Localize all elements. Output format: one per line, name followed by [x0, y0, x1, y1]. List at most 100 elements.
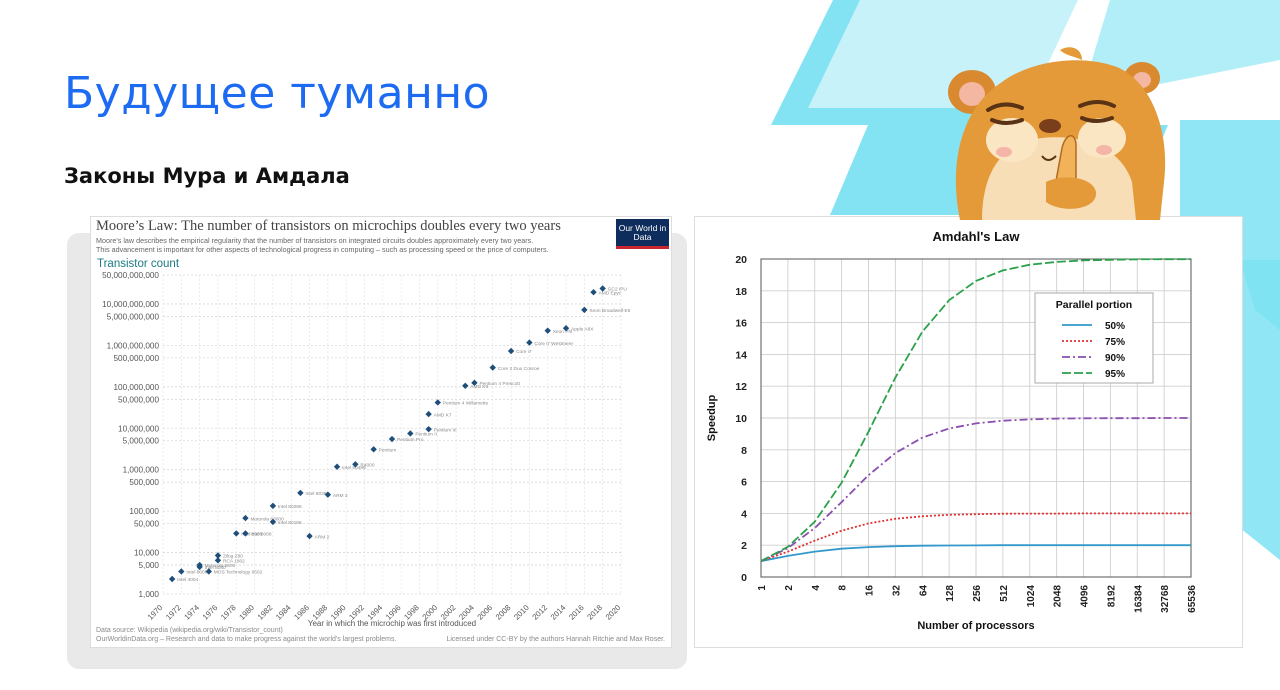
moore-x-tick-label: 1982 — [256, 603, 275, 622]
moore-x-tick-label: 2016 — [567, 603, 586, 622]
moore-point-label: Intel 80386 — [305, 491, 329, 497]
moore-point-label: AMD Epyc — [599, 290, 622, 296]
amdahl-law-chart: Amdahl's Law 0 2 4 6 8 10 12 14 16 18 20 1 2 4 8 16 32 64 1… — [694, 216, 1243, 648]
moore-point-label: Intel 8080 — [205, 565, 226, 571]
moore-x-tick-label: 1972 — [164, 603, 183, 622]
moore-y-tick-label: 100,000 — [129, 507, 159, 516]
moore-data-point — [214, 552, 222, 559]
moore-point-label: Xeon Phi — [553, 329, 572, 335]
moore-description-line-2: This advancement is important for other … — [96, 244, 549, 254]
moore-law-chart: Moore’s Law: The number of transistors o… — [90, 216, 672, 648]
amdahl-x-tick-label: 65536 — [1187, 585, 1198, 613]
moore-point-label: Intel 8088 — [250, 532, 271, 538]
amdahl-x-tick-label: 1 — [757, 585, 768, 591]
moore-point-label: Xeon Broadwell-E5 — [589, 308, 630, 314]
amdahl-legend-label: 95% — [1105, 369, 1125, 380]
moore-data-point — [407, 430, 414, 437]
moore-point-label: Core i7 Westmere — [534, 341, 573, 347]
moore-x-tick-label: 2012 — [530, 603, 549, 622]
moore-point-label: ARM 2 — [315, 534, 330, 540]
amdahl-x-tick-label: 2 — [784, 585, 795, 591]
amdahl-y-tick-label: 10 — [735, 413, 747, 425]
moore-x-tick-label: 2008 — [494, 603, 513, 622]
moore-y-tick-label: 1,000,000 — [123, 466, 160, 475]
moore-y-tick-label: 100,000,000 — [113, 383, 159, 392]
moore-y-tick-label: 5,000,000 — [123, 437, 160, 446]
moore-data-point — [526, 339, 533, 346]
moore-footer-site[interactable]: OurWorldinData.org – Research and data t… — [96, 636, 397, 643]
moore-y-tick-label: 5,000 — [139, 561, 160, 570]
amdahl-x-tick-label: 256 — [972, 585, 983, 602]
moore-y-tick-label: 10,000,000,000 — [102, 300, 159, 309]
moore-y-tick-label: 1,000 — [139, 590, 160, 599]
moore-data-point — [599, 285, 606, 292]
amdahl-x-tick-label: 16384 — [1133, 585, 1144, 613]
moore-x-tick-label: 1970 — [146, 603, 165, 622]
amdahl-y-tick-label: 2 — [741, 540, 747, 552]
amdahl-x-tick-label: 512 — [999, 585, 1010, 602]
moore-data-point — [425, 410, 432, 418]
moore-data-point — [370, 446, 377, 453]
amdahl-x-tick-label: 32 — [891, 585, 902, 597]
amdahl-y-tick-label: 12 — [735, 381, 747, 393]
moore-data-point — [507, 347, 515, 355]
moore-point-label: Pentium Pro — [397, 437, 424, 443]
amdahl-x-tick-label: 8 — [838, 585, 849, 591]
moore-point-label: AMD K8 — [470, 384, 488, 390]
moore-point-label: Intel 80486 — [342, 465, 366, 471]
moore-y-tick-label: 500,000 — [129, 478, 159, 487]
moore-chart-description: Moore's law describes the empirical regu… — [96, 236, 616, 254]
amdahl-y-tick-label: 14 — [735, 349, 747, 361]
amdahl-y-tick-label: 0 — [741, 572, 747, 584]
moore-x-tick-label: 2006 — [476, 603, 495, 622]
amdahl-x-tick-label: 1024 — [1026, 585, 1037, 608]
amdahl-legend-label: 90% — [1105, 353, 1125, 364]
moore-x-tick-label: 2010 — [512, 603, 531, 622]
amdahl-series-line-0 — [760, 544, 1191, 562]
amdahl-chart-title: Amdahl's Law — [933, 229, 1021, 244]
slide-subtitle: Законы Мура и Амдала — [64, 164, 350, 188]
moore-data-point — [425, 425, 432, 433]
moore-point-label: Intel 8008 — [186, 570, 207, 576]
moore-data-point — [242, 514, 249, 522]
amdahl-legend-label: 75% — [1105, 337, 1125, 348]
moore-footer-source[interactable]: Data source: Wikipedia (wikipedia.org/wi… — [96, 627, 283, 634]
moore-x-tick-label: 2020 — [604, 603, 623, 622]
moore-point-label: Pentium 4 Willamette — [443, 401, 489, 407]
amdahl-legend-box — [1034, 292, 1154, 384]
moore-data-point — [544, 327, 551, 334]
moore-y-tick-label: 5,000,000,000 — [107, 312, 160, 321]
moore-data-point — [324, 491, 332, 498]
moore-x-tick-label: 1974 — [182, 603, 201, 622]
moore-x-tick-label: 1984 — [274, 603, 293, 622]
moore-y-tick-label: 10,000,000 — [118, 424, 159, 433]
amdahl-series-line-3 — [760, 258, 1191, 562]
moore-point-label: Pentium — [379, 448, 397, 454]
moore-data-point — [306, 532, 313, 540]
moore-data-point — [489, 364, 496, 371]
moore-data-point — [233, 530, 240, 537]
moore-point-label: Motorola 6800 — [205, 563, 236, 569]
moore-y-axis-label: Transistor count — [97, 258, 180, 270]
amdahl-y-tick-label: 6 — [741, 477, 747, 489]
amdahl-series-line-1 — [760, 512, 1191, 562]
moore-point-label: GC2 IPU — [608, 287, 628, 293]
moore-y-tick-label: 10,000 — [134, 549, 159, 558]
moore-point-label: Pentium 4 Prescott — [479, 381, 520, 387]
our-world-in-data-logo[interactable]: Our World in Data — [616, 219, 669, 249]
moore-data-point — [388, 435, 396, 443]
moore-x-axis-label: Year in which the microchip was first in… — [308, 619, 476, 628]
amdahl-y-tick-label: 20 — [735, 254, 747, 266]
moore-data-point — [214, 557, 222, 564]
moore-x-tick-label: 2014 — [549, 603, 568, 622]
moore-point-label: Pentium III — [434, 427, 457, 433]
moore-data-point — [178, 568, 185, 575]
amdahl-y-tick-label: 16 — [735, 318, 747, 330]
moore-plot-area: 1,000 5,000 10,000 50,000 100,000 500,000 1,00… — [102, 271, 631, 628]
moore-point-label: Intel 4004 — [177, 577, 198, 583]
moore-chart-title: Moore’s Law: The number of transistors o… — [96, 218, 561, 234]
moore-description-line-1: Moore's law describes the empirical regu… — [96, 236, 534, 245]
moore-footer-license[interactable]: Licensed under CC-BY by the authors Hann… — [446, 636, 665, 643]
moore-x-tick-label: 2018 — [585, 603, 604, 622]
moore-data-point — [462, 382, 469, 389]
